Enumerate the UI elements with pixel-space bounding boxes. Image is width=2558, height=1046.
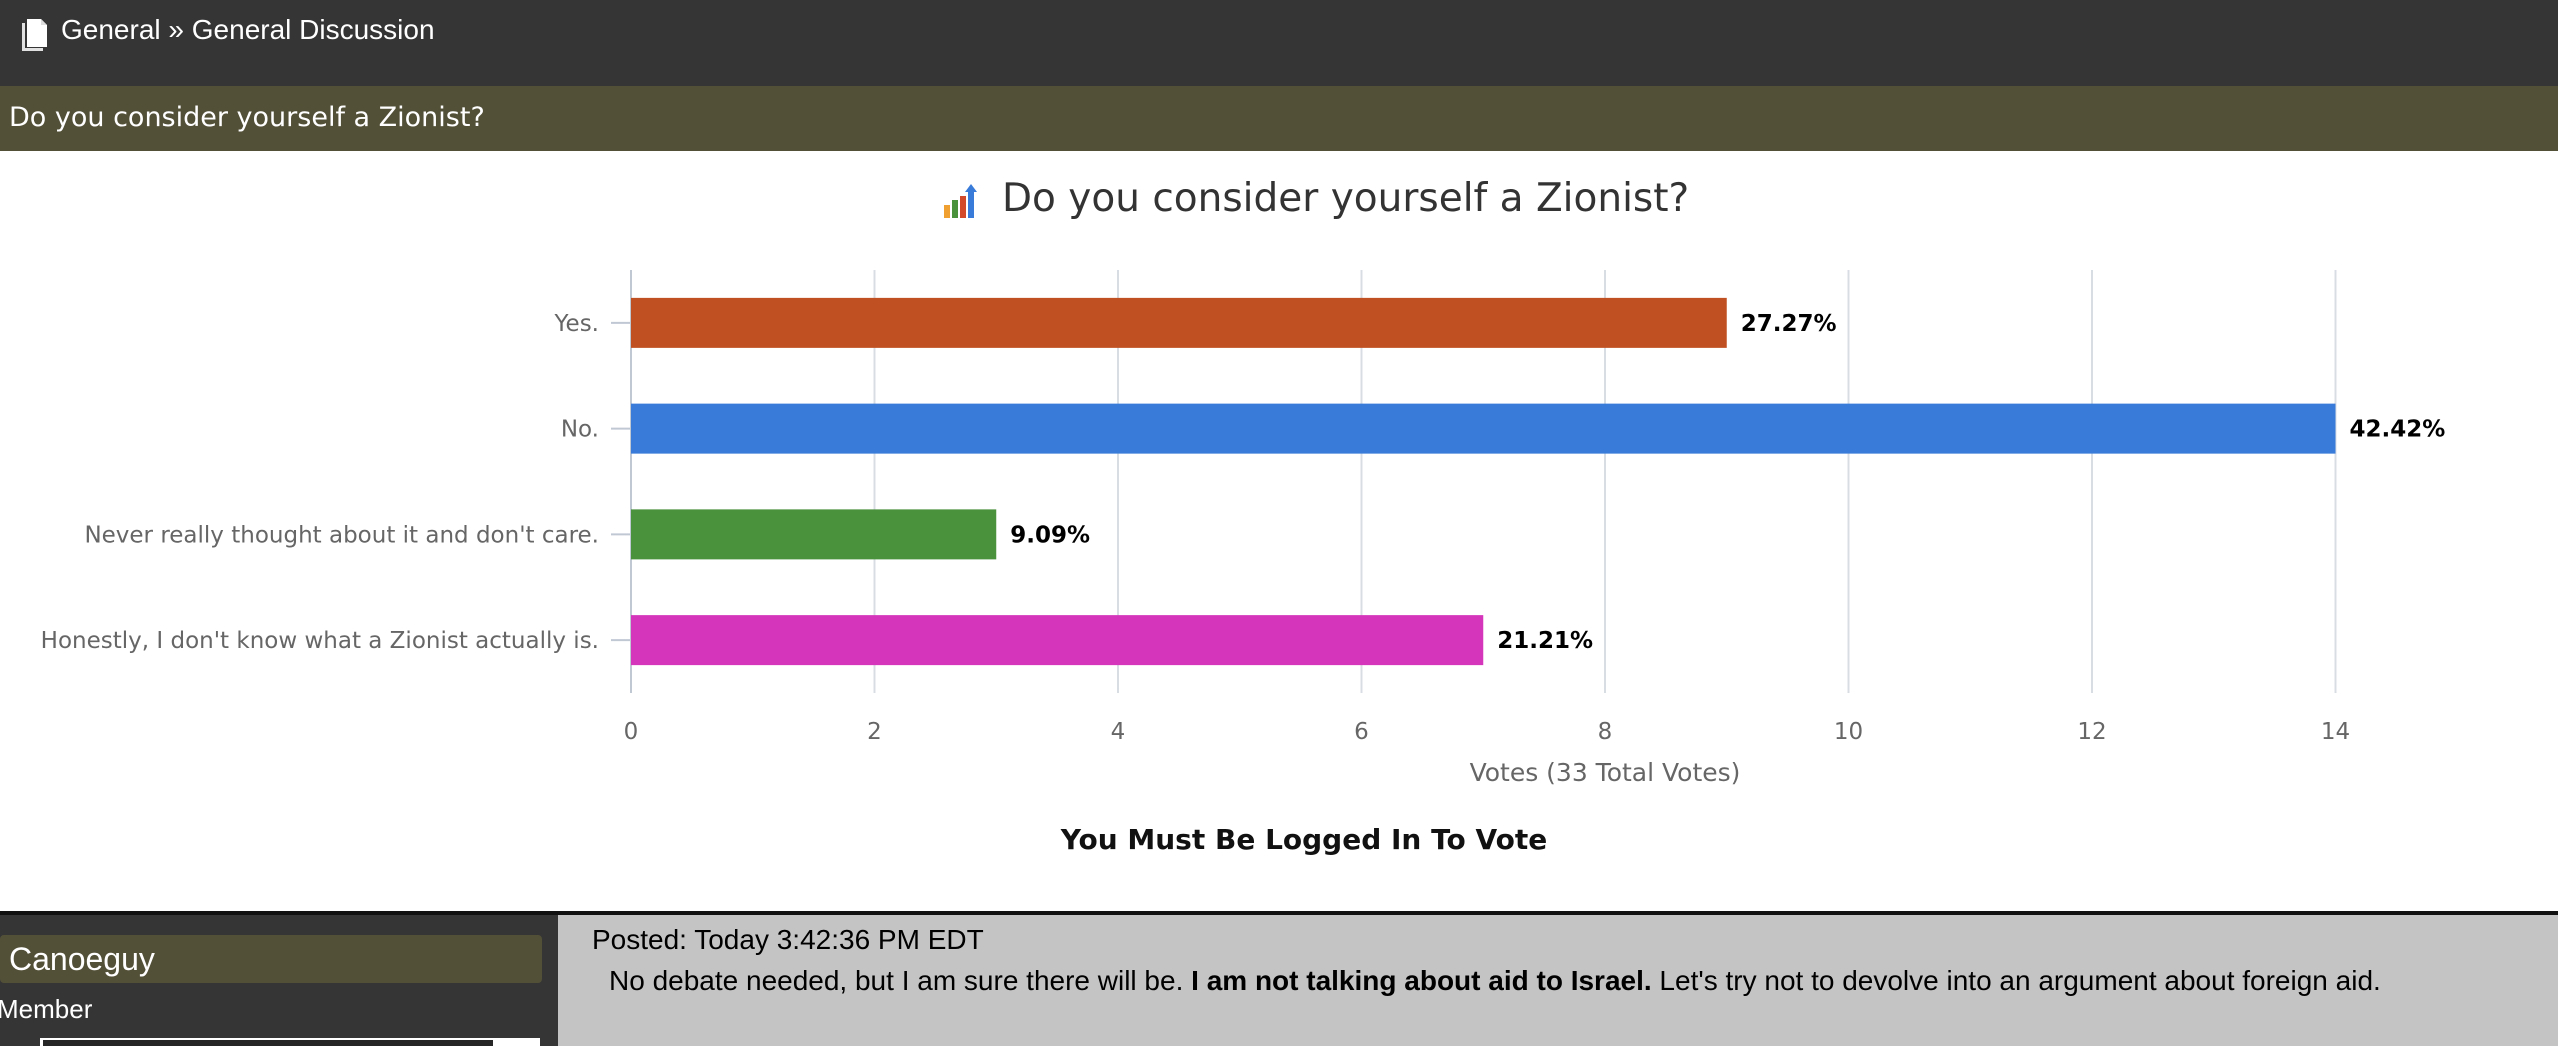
login-to-vote-message: You Must Be Logged In To Vote: [1060, 823, 1548, 856]
breadcrumb-link-general-discussion[interactable]: General Discussion: [191, 14, 435, 45]
page-icon: [22, 19, 47, 51]
breadcrumb: General » General Discussion: [61, 14, 435, 46]
chart-bars: [631, 297, 2336, 666]
x-tick-label: 2: [867, 719, 882, 745]
chart-category-labels: Yes. No. Never really thought about it and…: [41, 311, 599, 654]
author-rank: Member: [0, 994, 93, 1024]
x-axis-label: Votes (33 Total Votes): [1470, 758, 1741, 787]
x-tick-label: 10: [1834, 719, 1863, 745]
category-label: Yes.: [554, 311, 599, 337]
x-tick-label: 6: [1354, 719, 1369, 745]
x-tick-label: 8: [1598, 719, 1613, 745]
post-body: No debate needed, but I am sure there wi…: [609, 965, 2381, 997]
author-name[interactable]: Canoeguy: [0, 935, 542, 983]
post-body-text-end: Let's try not to devolve into an argumen…: [1651, 965, 2381, 996]
x-tick-label: 0: [624, 719, 639, 745]
poll-bar-chart: Do you consider yourself a Zionist? Yes.…: [41, 176, 2446, 787]
chart-data-labels: 27.27% 42.42% 9.09% 21.21%: [1010, 311, 2445, 654]
breadcrumb-link-general[interactable]: General: [61, 14, 161, 45]
data-label: 21.21%: [1497, 628, 1593, 654]
post-author-panel: Canoeguy Member: [0, 915, 558, 1046]
topic-title: Do you consider yourself a Zionist?: [9, 102, 485, 133]
post-body-text: No debate needed, but I am sure there wi…: [609, 965, 1192, 996]
data-label: 42.42%: [2350, 417, 2446, 443]
post-body-emphasis: I am not talking about aid to Israel.: [1191, 965, 1652, 996]
category-label: No.: [561, 417, 599, 443]
bar: [631, 403, 2336, 454]
bar: [631, 615, 1484, 666]
bar: [631, 509, 997, 560]
avatar: [40, 1038, 540, 1046]
post-divider: [0, 911, 2558, 915]
data-label: 27.27%: [1741, 311, 1837, 337]
chart-title: Do you consider yourself a Zionist?: [1002, 176, 1689, 221]
breadcrumb-separator: »: [168, 14, 184, 45]
poll-chart-panel: Do you consider yourself a Zionist? Yes.…: [0, 151, 2558, 912]
chart-title-group: Do you consider yourself a Zionist?: [944, 176, 1689, 221]
post-content-panel: Posted: Today 3:42:36 PM EDT No debate n…: [558, 915, 2558, 1046]
data-label: 9.09%: [1010, 522, 1090, 548]
x-tick-label: 4: [1111, 719, 1126, 745]
topic-title-bar: Do you consider yourself a Zionist?: [0, 86, 2558, 151]
post-timestamp: Posted: Today 3:42:36 PM EDT: [592, 924, 984, 955]
top-navigation-bar: General » General Discussion: [0, 0, 2558, 86]
bar: [631, 297, 1727, 348]
x-tick-label: 12: [2077, 719, 2106, 745]
x-tick-label: 14: [2321, 719, 2350, 745]
chart-x-tick-labels: 0246810121416: [624, 719, 2350, 745]
bar-chart-icon: [944, 184, 977, 218]
category-label: Honestly, I don't know what a Zionist ac…: [41, 628, 599, 654]
category-label: Never really thought about it and don't …: [84, 522, 599, 548]
